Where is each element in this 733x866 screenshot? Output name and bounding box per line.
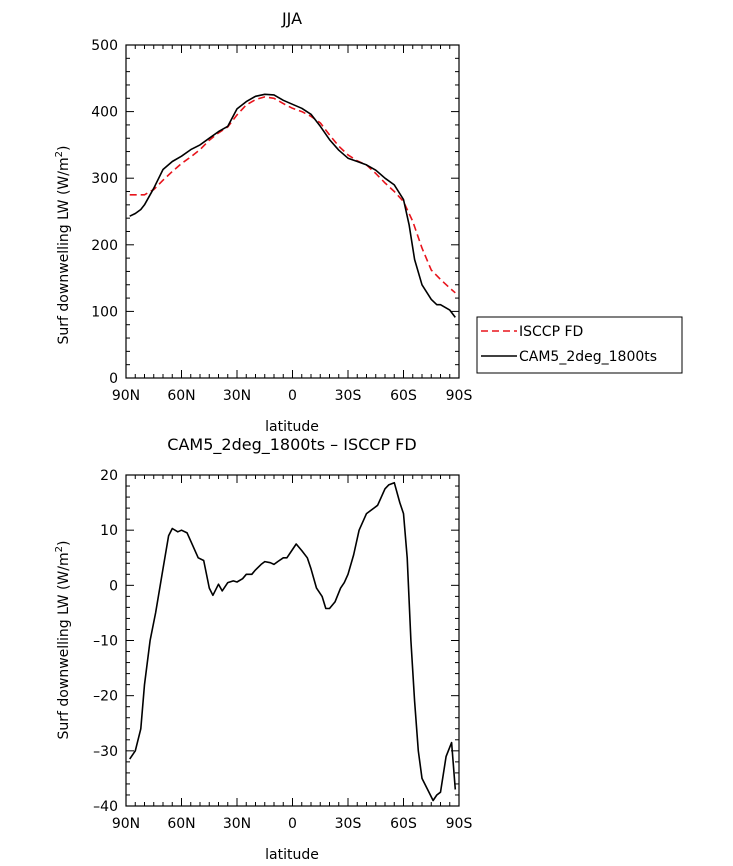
upper-panel: JJA 90N 60N 30N 0 30S 60S 90S0100200300400500 … <box>54 9 472 435</box>
upper-x-tick-label: 30S <box>335 388 362 404</box>
lower-y-tick-label: –40 <box>93 799 118 815</box>
lower-x-tick-label: 30S <box>335 816 362 832</box>
lower-x-axis-label: latitude <box>265 847 319 863</box>
upper-x-tick-label: 60S <box>390 388 417 404</box>
upper-y-tick-label: 100 <box>91 304 118 320</box>
upper-y-axis-label: Surf downwelling LW (W/m2) <box>54 146 72 345</box>
upper-x-tick-label: 90N <box>112 388 140 404</box>
lower-y-tick-label: –10 <box>93 634 118 650</box>
legend: ISCCP FD CAM5_2deg_1800ts <box>476 316 683 374</box>
lower-panel: CAM5_2deg_1800ts – ISCCP FD 90N 60N 30N 0 30… <box>54 435 472 863</box>
lower-x-tick-label: 0 <box>288 816 297 832</box>
upper-plot-frame <box>125 44 460 379</box>
lower-y-tick-label: 20 <box>100 468 118 484</box>
lower-x-tick-label: 90S <box>446 816 473 832</box>
upper-y-tick-label: 0 <box>109 371 118 387</box>
upper-y-tick-label: 300 <box>91 171 118 187</box>
upper-series-line-1 <box>129 96 456 294</box>
lower-x-tick-label: 90N <box>112 816 140 832</box>
upper-x-tick-label: 0 <box>288 388 297 404</box>
upper-y-tick-label: 200 <box>91 238 118 254</box>
lower-series-line-1 <box>129 481 457 802</box>
lower-y-tick-label: 0 <box>109 578 118 594</box>
legend-label-isccp: ISCCP FD <box>519 324 583 340</box>
lower-x-tick-label: 60S <box>390 816 417 832</box>
upper-x-tick-label: 60N <box>167 388 195 404</box>
lower-y-tick-label: –30 <box>93 744 118 760</box>
upper-x-tick-label: 30N <box>223 388 251 404</box>
legend-label-cam5: CAM5_2deg_1800ts <box>519 349 657 365</box>
upper-x-tick-label: 90S <box>446 388 473 404</box>
lower-x-tick-label: 30N <box>223 816 251 832</box>
lower-y-axis-label: Surf downwelling LW (W/m2) <box>54 541 72 740</box>
upper-y-tick-label: 400 <box>91 105 118 121</box>
upper-series-line-2 <box>129 93 456 318</box>
lower-y-tick-label: 10 <box>100 523 118 539</box>
upper-x-axis-label: latitude <box>265 419 319 435</box>
upper-chart-title: JJA <box>281 9 302 28</box>
lower-chart-title: CAM5_2deg_1800ts – ISCCP FD <box>167 435 416 455</box>
upper-y-tick-label: 500 <box>91 38 118 54</box>
legend-box <box>476 316 683 374</box>
lower-y-tick-label: –20 <box>93 689 118 705</box>
lower-x-tick-label: 60N <box>167 816 195 832</box>
lower-plot-frame <box>125 474 460 807</box>
